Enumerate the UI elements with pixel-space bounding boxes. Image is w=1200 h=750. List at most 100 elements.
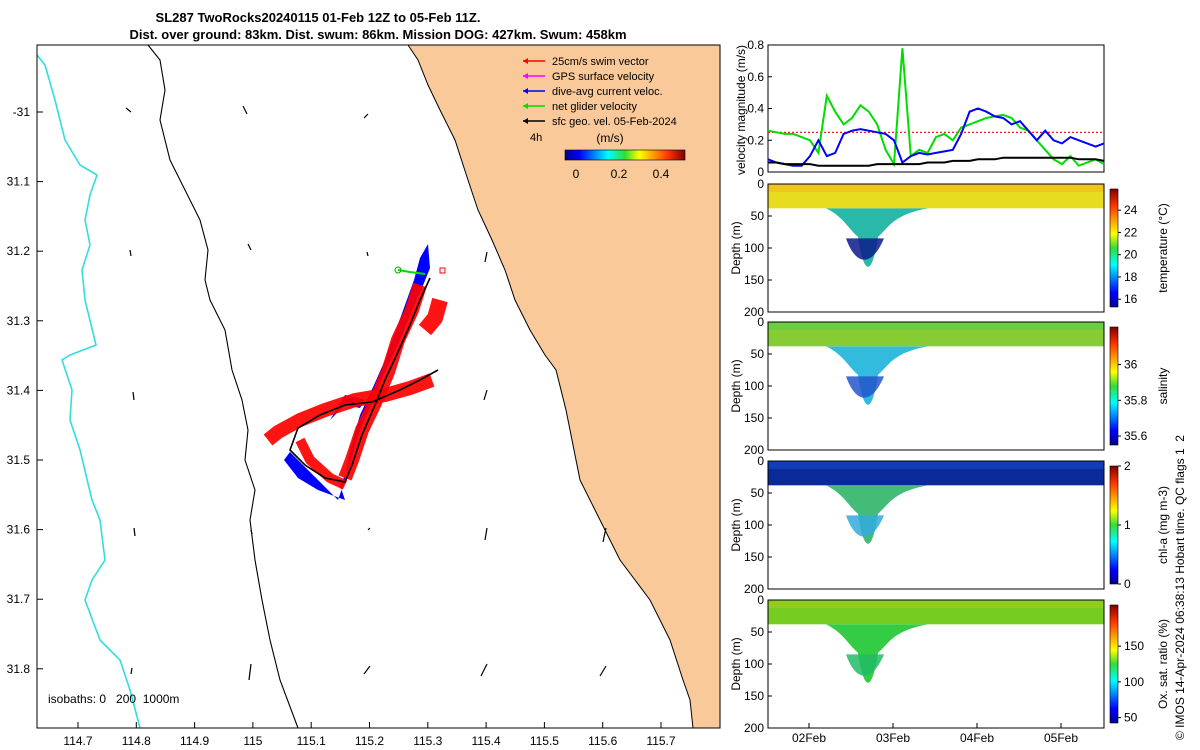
map-colorbar-tick: 0.2 [611,167,628,181]
section-colorbar [1109,465,1119,585]
colorbar-label: salinity [1156,368,1170,405]
map-x-tick-label: 115.7 [646,734,675,748]
colorbar-tick-label: 20 [1124,248,1138,262]
colorbar-tick-label: 22 [1124,225,1138,239]
map-y-tick-label: 31.1 [7,175,31,189]
colorbar-label: Ox. sat. ratio (%) [1156,619,1170,709]
legend-arrowhead [523,118,528,124]
section-y-tick-label: 50 [751,347,765,361]
trough-fill [826,485,928,544]
legend-label: net glider velocity [552,101,637,113]
velocity-series-line [767,48,1105,168]
map-colorbar [564,149,686,161]
geo-arrow [248,663,252,681]
time-tick-label: 02Feb [792,731,826,745]
geo-arrow [599,665,607,677]
section-panel: 0 50 100 150 200 Depth (m) 35.6 35.8 36 salinity [729,315,1170,457]
velocity-panel: 0 0.2 0.4 0.6 0.8 velocity magnitude (m/s) [734,38,1105,179]
time-tick-label: 05Feb [1044,731,1078,745]
map-x-tick-label: 115.4 [472,734,501,748]
section-y-tick-label: 150 [744,273,764,287]
velocity-y-tick-label: 0.8 [747,38,764,52]
map-colorbar-tick: 0 [573,167,580,181]
track-start-marker [394,266,402,274]
geo-arrow [250,529,253,535]
geo-arrow [480,663,488,677]
section-y-tick-label: 100 [744,379,764,393]
velocity-ylabel: velocity magnitude (m/s) [734,45,748,175]
map-x-tick-label: 115 [243,734,262,748]
map-x-tick-label: 115.5 [530,734,559,748]
map-y-tick-label: 31.2 [7,244,31,258]
coastline [407,44,694,729]
time-marker: 4h [530,132,542,144]
isobath-200 [147,44,299,729]
map-y-tick-label: 31.5 [7,453,31,467]
track-end-marker [439,267,446,274]
geo-arrow [129,249,132,257]
trough-deep [846,376,884,398]
current-vector-band [284,244,430,500]
velocity-y-tick-label: 0.6 [747,70,764,84]
section-y-tick-label: 100 [744,241,764,255]
legend-arrowhead [523,58,528,64]
legend-arrowhead [523,88,528,94]
section-y-tick-label: 150 [744,550,764,564]
geo-arrow [363,665,371,675]
section-y-tick-label: 200 [744,582,764,596]
colorbar-tick-label: 0 [1124,577,1131,591]
time-tick-label: 04Feb [960,731,994,745]
section-y-tick-label: 50 [751,625,765,639]
section-y-tick-label: 200 [744,721,764,735]
section-y-tick-label: 0 [757,593,764,607]
colorbar-tick-label: 18 [1124,270,1138,284]
map-x-tick-label: 114.7 [63,734,92,748]
map-colorbar-label: (m/s) [596,131,623,145]
trough-fill [826,346,928,405]
geo-arrow [242,105,248,115]
legend-arrowhead [523,103,528,109]
isobath-note: isobaths: 0 200 1000m [48,692,179,706]
legend-arrowhead [523,73,528,79]
colorbar-tick-label: 150 [1124,639,1144,653]
geostrophic-arrows [125,105,607,681]
geo-arrow [130,667,133,675]
trough-deep [846,238,884,260]
section-colorbar [1109,326,1119,446]
colorbar-tick-label: 35.8 [1124,393,1148,407]
swim-vector-band-4 [418,297,448,336]
section-colorbar [1109,604,1119,724]
colorbar-label: chl-a (mg m-3) [1156,486,1170,564]
velocity-series-line [768,156,1105,167]
legend-label: sfc geo. vel. 05-Feb-2024 [552,116,677,128]
section-ylabel: Depth (m) [729,359,743,412]
section-y-tick-label: 200 [744,443,764,457]
net-velocity [397,269,426,275]
colorbar-tick-label: 1 [1124,518,1131,532]
map-frame [36,44,721,729]
geo-arrow [132,391,135,401]
map-legend: 25cm/s swim vector GPS surface velocity di… [523,56,686,181]
imos-credit: © IMOS 14-Apr-2024 06:38:13 Hobart time.… [1173,435,1187,740]
colorbar-tick-label: 35.6 [1124,429,1148,443]
land-area [408,45,720,728]
section-y-tick-label: 50 [751,209,765,223]
map-x-tick-label: 115.1 [297,734,326,748]
section-y-tick-label: 100 [744,518,764,532]
section-colorbar [1109,188,1119,308]
section-panel: 0 50 100 150 200 Depth (m) 50 100 150 Ox. sat. ra… [729,593,1170,735]
section-ylabel: Depth (m) [729,498,743,551]
legend-label: dive-avg current veloc. [552,86,663,98]
colorbar-tick-label: 2 [1124,459,1131,473]
colorbar-tick-label: 36 [1124,358,1138,372]
map-panel: 114.7 114.8 114.9 115 115.1 115.2 115.3 115.4 11… [7,44,721,748]
colorbar-tick-label: 100 [1124,675,1144,689]
legend-label: GPS surface velocity [552,71,655,83]
section-y-tick-label: 150 [744,689,764,703]
map-y-tick-label: -31 [13,105,31,119]
glider-track [289,277,439,483]
trough-deep [846,654,884,676]
trough-fill [826,624,928,683]
map-colorbar-tick: 0.4 [653,167,670,181]
